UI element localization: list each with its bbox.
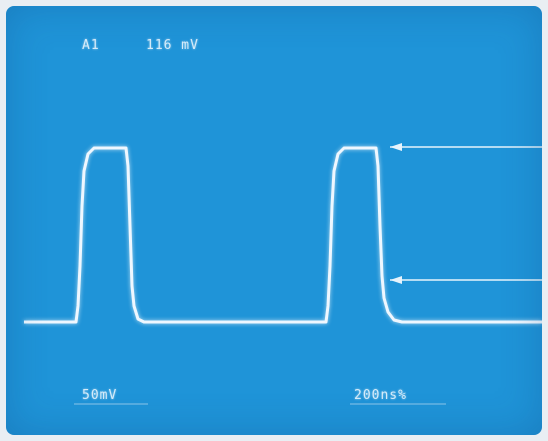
upper-level-marker-arrow (390, 143, 542, 151)
time-per-division: 200ns% (354, 388, 407, 403)
volts-per-division: 50mV (82, 388, 118, 403)
lower-level-marker-arrow (390, 276, 542, 284)
channel-label: A1 (82, 38, 100, 53)
oscilloscope-screen: A1 116 mV 50mV 200ns% (6, 6, 542, 435)
measurement-value: 116 mV (146, 38, 199, 53)
signal-trace (24, 146, 542, 324)
waveform-display (24, 143, 542, 405)
